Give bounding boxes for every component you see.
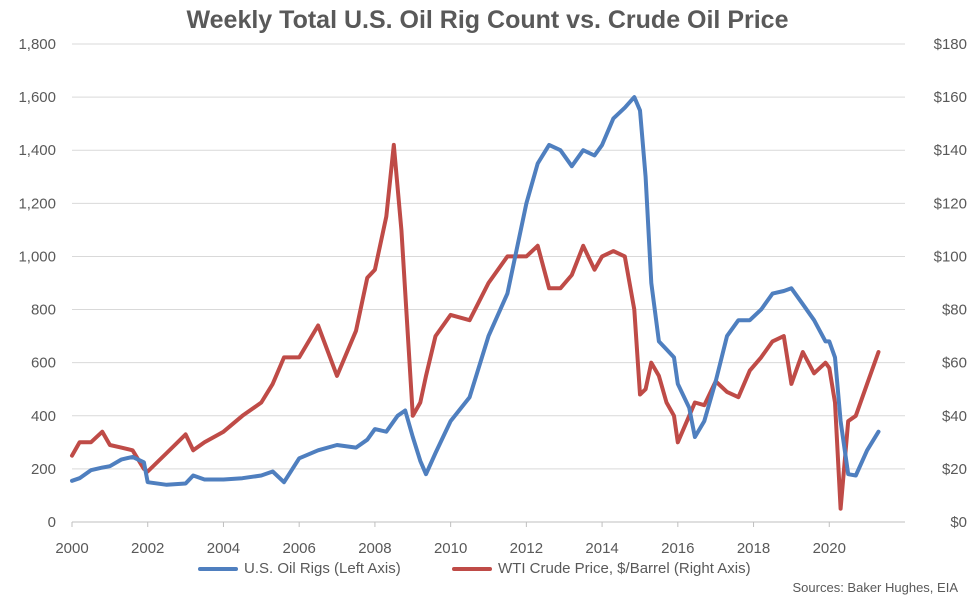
legend-label-rigs: U.S. Oil Rigs (Left Axis) [244,560,401,577]
y-right-tick-$40: $40 [942,408,967,425]
y-right-tick-$80: $80 [942,302,967,319]
y-right-tick-$160: $160 [934,89,967,106]
y-right-tick-$180: $180 [934,36,967,53]
source-note: Sources: Baker Hughes, EIA [792,580,958,595]
y-right-tick-$140: $140 [934,142,967,159]
legend-item-price: WTI Crude Price, $/Barrel (Right Axis) [452,560,751,577]
x-tick-2020: 2020 [813,540,846,557]
y-left-tick-400: 400 [31,408,56,425]
y-right-tick-$20: $20 [942,461,967,478]
x-tick-2014: 2014 [585,540,618,557]
chart-title: Weekly Total U.S. Oil Rig Count vs. Crud… [186,6,789,34]
y-left-tick-800: 800 [31,302,56,319]
x-tick-2012: 2012 [510,540,543,557]
x-tick-2000: 2000 [55,540,88,557]
legend-label-price: WTI Crude Price, $/Barrel (Right Axis) [498,560,751,577]
y-left-tick-0: 0 [48,514,56,531]
y-left-tick-1,200: 1,200 [18,195,56,212]
y-right-tick-$120: $120 [934,195,967,212]
series-line-price [70,142,881,511]
x-tick-2004: 2004 [207,540,240,557]
y-left-tick-1,400: 1,400 [18,142,56,159]
x-tick-2016: 2016 [661,540,694,557]
y-left-tick-1,600: 1,600 [18,89,56,106]
y-left-tick-600: 600 [31,355,56,372]
y-left-tick-200: 200 [31,461,56,478]
x-tick-2018: 2018 [737,540,770,557]
x-tick-2008: 2008 [358,540,391,557]
y-right-tick-$100: $100 [934,248,967,265]
y-right-tick-$0: $0 [950,514,967,531]
x-tick-2010: 2010 [434,540,467,557]
x-tick-2002: 2002 [131,540,164,557]
legend-swatch-price [452,566,492,571]
y-left-tick-1,000: 1,000 [18,248,56,265]
legend-swatch-rigs [198,566,238,571]
legend: U.S. Oil Rigs (Left Axis) WTI Crude Pric… [0,560,975,582]
legend-item-rigs: U.S. Oil Rigs (Left Axis) [198,560,401,577]
series-line-rigs [70,95,881,487]
y-right-tick-$60: $60 [942,355,967,372]
y-left-tick-1,800: 1,800 [18,36,56,53]
x-tick-2006: 2006 [282,540,315,557]
